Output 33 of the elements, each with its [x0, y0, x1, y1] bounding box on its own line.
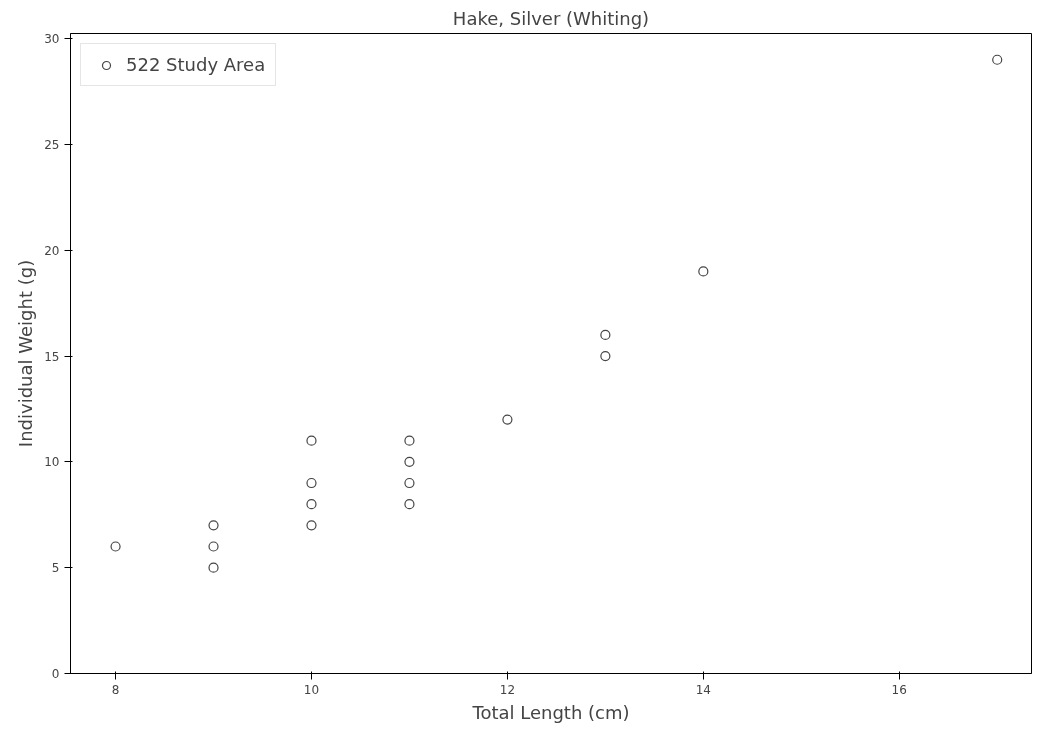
point [208, 562, 219, 573]
x-tick-label: 10 [303, 682, 320, 697]
legend-label: 522 Study Area [126, 54, 266, 75]
point [306, 520, 317, 531]
point [600, 350, 611, 362]
x-tick-label: 8 [111, 682, 120, 697]
point [404, 499, 415, 510]
x-tick-label: 12 [499, 682, 516, 697]
point [404, 477, 415, 489]
y-tick-label: 30 [44, 32, 60, 47]
point [404, 435, 415, 446]
point [992, 54, 1003, 65]
point [306, 499, 317, 510]
point [502, 414, 513, 425]
point [306, 435, 317, 446]
x-tick-label: 16 [891, 682, 907, 697]
point [110, 541, 121, 552]
point [208, 541, 219, 552]
x-tick-label: 14 [695, 682, 711, 697]
y-tick-label: 0 [51, 667, 60, 681]
x-axis-title: Total Length (cm) [471, 701, 630, 723]
y-tick-label: 25 [44, 137, 60, 152]
y-axis-title: Individual Weight (g) [15, 259, 37, 448]
point [698, 266, 709, 277]
chart-title: Hake, Silver (Whiting) [452, 7, 650, 29]
y-tick-label: 20 [44, 243, 60, 258]
y-tick-label: 10 [44, 455, 60, 470]
y-tick-label: 15 [44, 349, 60, 364]
point [306, 477, 317, 489]
y-tick-label: 5 [51, 561, 60, 576]
point [404, 456, 415, 467]
point [600, 329, 611, 340]
point [208, 520, 219, 531]
